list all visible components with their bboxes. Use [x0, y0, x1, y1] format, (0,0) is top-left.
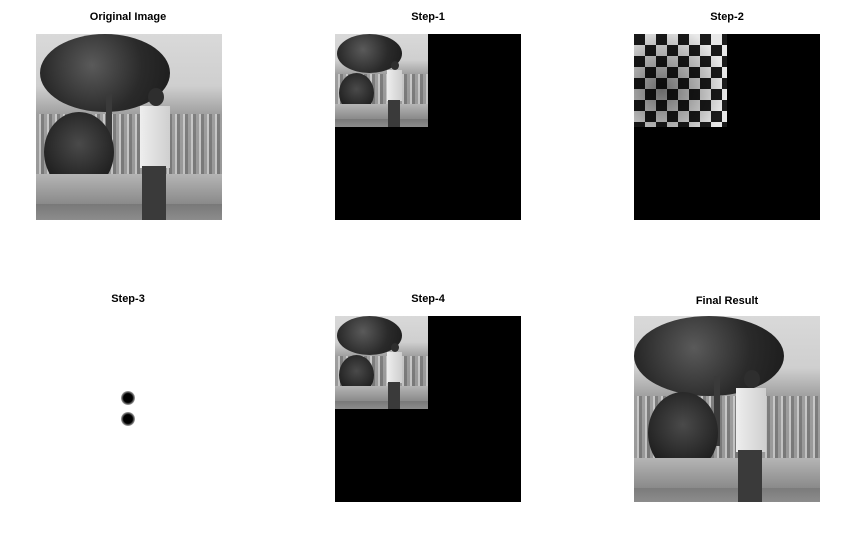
- person-shirt: [736, 388, 766, 452]
- tree-trunk: [106, 94, 112, 164]
- person-shirt: [140, 106, 170, 168]
- person-head: [391, 61, 399, 70]
- lower-dot: [121, 412, 135, 426]
- person-legs: [142, 166, 166, 220]
- panel-title-step-3: Step-3: [111, 293, 145, 305]
- tree-trunk: [714, 376, 720, 446]
- panel-title-original-image: Original Image: [89, 11, 167, 23]
- person-legs: [388, 100, 400, 127]
- panel-title-final-result: Final Result: [695, 295, 759, 307]
- panel-title-step-1: Step-1: [411, 11, 445, 23]
- person-head: [148, 88, 164, 106]
- person-shirt: [387, 352, 402, 383]
- step-4-panel: [335, 316, 521, 502]
- wall: [634, 458, 820, 488]
- person-legs: [388, 382, 400, 409]
- step-1-downscaled-image: [335, 34, 428, 127]
- step-3-panel: [36, 316, 222, 502]
- step-2-shading: [634, 34, 727, 127]
- step-4-reconstructed-image: [335, 316, 428, 409]
- tree-canopy: [634, 316, 784, 396]
- upper-dot: [121, 391, 135, 405]
- person-legs: [738, 450, 762, 502]
- original-image-panel: [36, 34, 222, 220]
- person-shirt: [387, 70, 402, 101]
- wall: [335, 104, 428, 119]
- step-1-panel: [335, 34, 521, 220]
- step-2-panel: [634, 34, 820, 220]
- panel-title-step-4: Step-4: [411, 293, 445, 305]
- person-head: [391, 343, 399, 352]
- wall: [335, 386, 428, 401]
- panel-title-step-2: Step-2: [710, 11, 744, 23]
- person-head: [744, 370, 760, 388]
- wall: [36, 174, 222, 204]
- final-result-panel: [634, 316, 820, 502]
